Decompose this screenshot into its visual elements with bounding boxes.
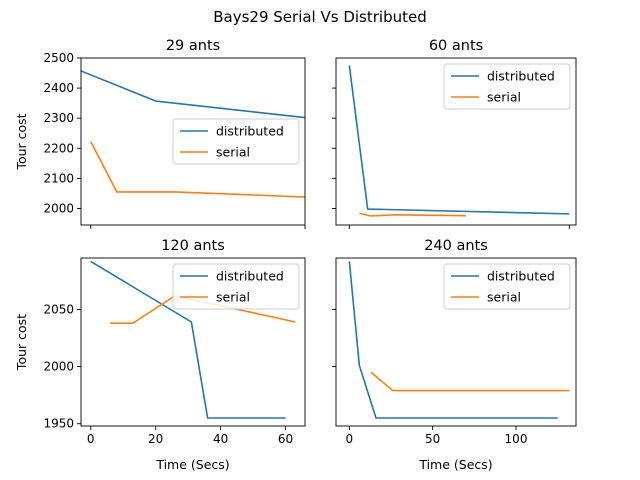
x-axis-label-120-ants: Time (Secs) xyxy=(155,457,229,472)
y-tick-label-29-ants: 2000 xyxy=(43,201,74,215)
y-tick-label-120-ants: 2050 xyxy=(43,302,74,316)
series-line-distributed-120-ants xyxy=(90,260,286,419)
figure-suptitle: Bays29 Serial Vs Distributed xyxy=(213,8,427,26)
legend-label-serial: serial xyxy=(487,90,521,105)
legend-60-ants: distributed serial xyxy=(443,63,571,110)
panel-29-ants: 2000 2100 2200 2300 2400 2500 29 ants Tour cost… xyxy=(14,38,306,229)
x-tick-label-120-ants: 60 xyxy=(278,432,293,446)
panel-240-ants: 0 50 100 240 ants Time (Secs) distributed seri… xyxy=(332,238,577,472)
y-axis-label-29-ants: Tour cost xyxy=(14,113,29,170)
x-tick-label-240-ants: 0 xyxy=(346,432,354,446)
legend-120-ants: distributed serial xyxy=(172,263,300,310)
panel-title-60-ants: 60 ants xyxy=(429,38,483,54)
series-line-distributed-240-ants xyxy=(348,261,558,419)
legend-label-distributed: distributed xyxy=(216,124,284,139)
series-line-serial-240-ants xyxy=(370,371,570,392)
legend-label-distributed: distributed xyxy=(487,269,555,284)
x-tick-label-120-ants: 0 xyxy=(87,432,95,446)
x-tick-label-240-ants: 100 xyxy=(505,432,528,446)
y-tick-label-29-ants: 2100 xyxy=(43,171,74,185)
legend-label-distributed: distributed xyxy=(216,269,284,284)
legend-label-serial: serial xyxy=(216,290,250,305)
panel-title-29-ants: 29 ants xyxy=(166,38,220,54)
series-line-distributed-29-ants xyxy=(81,70,305,119)
axes-frame-29-ants xyxy=(80,57,306,226)
panel-60-ants: 60 ants distributed serial xyxy=(332,38,577,229)
x-tick-label-120-ants: 20 xyxy=(148,432,163,446)
legend-240-ants: distributed serial xyxy=(443,263,571,310)
legend-label-serial: serial xyxy=(216,145,250,160)
series-line-distributed-60-ants xyxy=(348,65,570,215)
y-tick-label-29-ants: 2500 xyxy=(43,51,74,65)
y-tick-label-29-ants: 2400 xyxy=(43,81,74,95)
panel-title-120-ants: 120 ants xyxy=(161,238,225,254)
y-tick-label-29-ants: 2200 xyxy=(43,141,74,155)
y-tick-label-29-ants: 2300 xyxy=(43,111,74,125)
x-tick-label-240-ants: 50 xyxy=(425,432,440,446)
panel-title-240-ants: 240 ants xyxy=(424,238,488,254)
legend-label-distributed: distributed xyxy=(487,69,555,84)
y-tick-label-120-ants: 1950 xyxy=(43,417,74,431)
axes-frame-120-ants xyxy=(80,257,306,427)
legend-29-ants: distributed serial xyxy=(172,118,300,165)
panel-120-ants: 1950 2000 2050 0 20 40 60 120 ants Tour cost Time… xyxy=(14,238,306,472)
x-axis-label-240-ants: Time (Secs) xyxy=(418,457,492,472)
series-line-serial-60-ants xyxy=(359,212,467,217)
y-tick-label-120-ants: 2000 xyxy=(43,360,74,374)
axes-frame-240-ants xyxy=(335,257,577,427)
y-axis-label-120-ants: Tour cost xyxy=(14,314,29,371)
x-tick-label-120-ants: 40 xyxy=(213,432,228,446)
axes-frame-60-ants xyxy=(335,57,577,226)
series-line-serial-29-ants xyxy=(90,141,305,198)
legend-label-serial: serial xyxy=(487,290,521,305)
